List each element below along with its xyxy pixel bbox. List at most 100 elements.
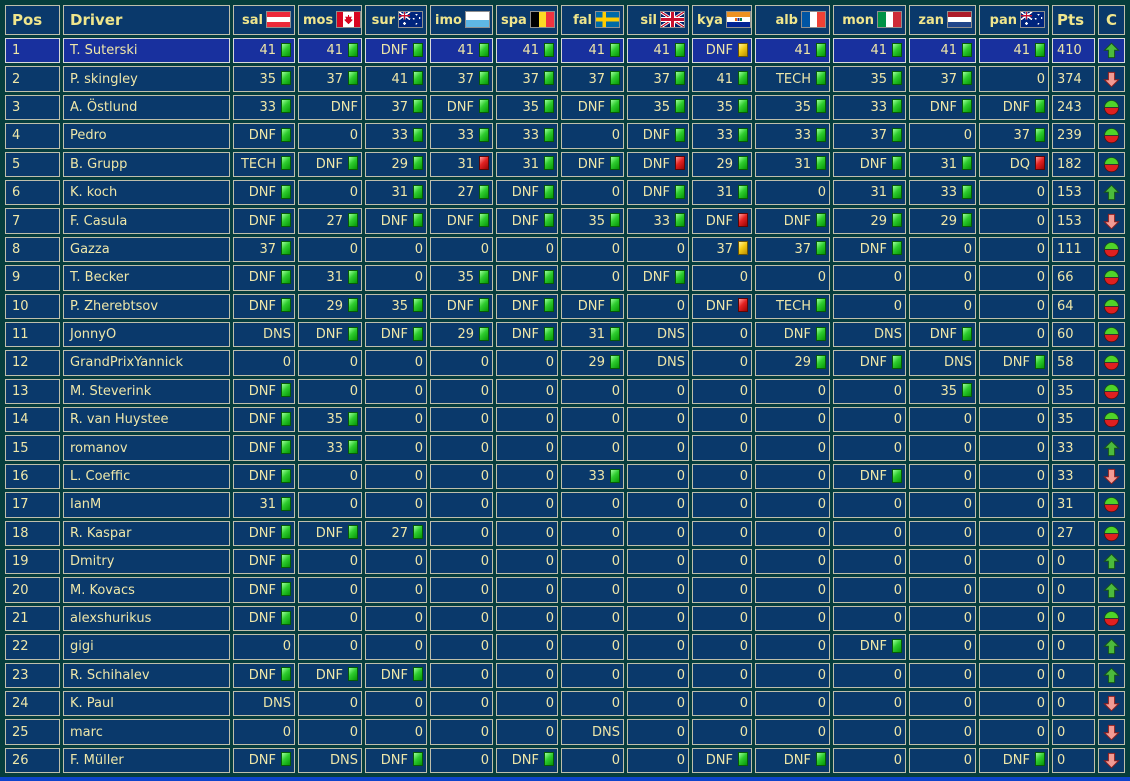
race-result-cell: 0	[692, 265, 752, 291]
race-result-cell: 0	[755, 435, 830, 461]
race-result-cell: 0	[430, 492, 493, 518]
green-indicator-icon	[348, 269, 358, 284]
result-value: 0	[349, 611, 358, 626]
result-value: 0	[480, 497, 489, 513]
race-result-cell: DNS	[627, 350, 689, 376]
race-result-cell: 0	[627, 662, 689, 688]
race-result-cell: 0	[692, 350, 752, 376]
column-header-fal: fal	[561, 5, 624, 35]
race-result-cell: DNS	[298, 747, 362, 774]
driver-name-cell: alexshurikus	[63, 605, 230, 632]
result-value: 0	[480, 667, 489, 683]
green-indicator-icon	[675, 42, 685, 57]
race-result-cell: 0	[298, 719, 362, 745]
race-result-cell: DNF	[755, 208, 830, 234]
result-value: 0	[817, 582, 826, 598]
trend-down-icon	[1103, 71, 1120, 88]
trend-cell	[1098, 378, 1125, 405]
table-row: 3 A. Östlund 33 DNF 37 DNF 35 DNF 35 35 35 33 DNF DNF…	[5, 94, 1125, 121]
green-indicator-icon	[610, 298, 620, 313]
result-value: 0	[545, 355, 554, 371]
race-result-cell: 0	[979, 492, 1049, 518]
table-row: 23 R. Schihalev DNF DNF DNF 0 0 0 0 0 0 0 0 0 0	[5, 662, 1125, 688]
result-value: 41	[716, 71, 733, 87]
result-value: 0	[739, 270, 748, 286]
result-value: 33	[653, 213, 670, 229]
race-result-cell: 0	[496, 435, 558, 461]
race-result-cell: 0	[496, 236, 558, 263]
green-indicator-icon	[479, 99, 489, 114]
green-indicator-icon	[281, 411, 291, 426]
result-value: 0	[893, 752, 902, 768]
race-result-cell: DNF	[909, 94, 976, 121]
column-header-mon: mon	[833, 5, 906, 35]
result-value: 35	[259, 71, 276, 87]
green-indicator-icon	[738, 184, 748, 199]
green-indicator-icon	[479, 326, 489, 341]
result-value: 29	[326, 298, 343, 314]
result-value: 37	[716, 241, 733, 257]
green-indicator-icon	[816, 241, 826, 256]
position-cell: 13	[5, 378, 60, 405]
green-indicator-icon	[281, 127, 291, 142]
result-value: 0	[480, 639, 489, 655]
result-value: 0	[480, 752, 489, 768]
table-row: 22 gigi 0 0 0 0 0 0 0 0 0 DNF 0 0 0	[5, 634, 1125, 660]
race-result-cell: 0	[692, 690, 752, 717]
result-value: 0	[480, 440, 489, 456]
position-cell: 9	[5, 265, 60, 291]
result-value: 0	[1036, 525, 1045, 541]
race-result-cell: DNF	[430, 208, 493, 234]
race-result-cell: 0	[496, 605, 558, 632]
trend-cell	[1098, 94, 1125, 121]
green-indicator-icon	[816, 127, 826, 142]
trend-cell	[1098, 123, 1125, 149]
result-value: 0	[739, 554, 748, 570]
race-result-cell: 0	[833, 435, 906, 461]
result-value: DNF	[315, 156, 343, 172]
result-value: DNF	[511, 752, 539, 768]
race-result-cell: DNF	[627, 179, 689, 206]
result-value: 0	[817, 639, 826, 655]
green-indicator-icon	[892, 213, 902, 228]
result-value: 0	[817, 611, 826, 626]
result-value: 37	[588, 71, 605, 87]
result-value: 0	[480, 611, 489, 626]
green-indicator-icon	[281, 241, 291, 256]
result-value: 0	[739, 611, 748, 626]
result-value: 0	[676, 469, 685, 485]
green-indicator-icon	[348, 326, 358, 341]
driver-name-cell: Dmitry	[63, 549, 230, 575]
race-result-cell: 0	[561, 690, 624, 717]
green-indicator-icon	[962, 326, 972, 341]
position-cell: 15	[5, 435, 60, 461]
result-value: 0	[349, 241, 358, 257]
green-indicator-icon	[962, 99, 972, 114]
points-cell: 31	[1052, 492, 1095, 518]
result-value: 41	[940, 43, 957, 59]
race-result-cell: 0	[496, 378, 558, 405]
table-row: 5 B. Grupp TECH DNF 29 31 31 DNF DNF 29 31 DNF 31 DQ 1…	[5, 151, 1125, 177]
result-value: 0	[1036, 611, 1045, 626]
result-value: DNF	[783, 213, 811, 229]
result-value: 0	[963, 440, 972, 456]
result-value: DNF	[248, 270, 276, 286]
race-result-cell: 0	[979, 321, 1049, 348]
race-result-cell: 0	[430, 634, 493, 660]
result-value: 0	[480, 582, 489, 598]
race-result-cell: 0	[430, 662, 493, 688]
race-result-cell: DNF	[233, 549, 295, 575]
race-result-cell: TECH	[755, 66, 830, 92]
result-value: 0	[817, 525, 826, 541]
points-cell: 0	[1052, 747, 1095, 774]
race-result-cell: 37	[430, 66, 493, 92]
result-value: 0	[611, 440, 620, 456]
green-indicator-icon	[348, 667, 358, 682]
green-indicator-icon	[281, 42, 291, 57]
race-result-cell: 0	[979, 378, 1049, 405]
race-result-cell: 0	[496, 407, 558, 433]
race-result-cell: DNF	[979, 94, 1049, 121]
trend-same-icon	[1103, 496, 1120, 513]
race-result-cell: 0	[430, 435, 493, 461]
result-value: 0	[676, 440, 685, 456]
